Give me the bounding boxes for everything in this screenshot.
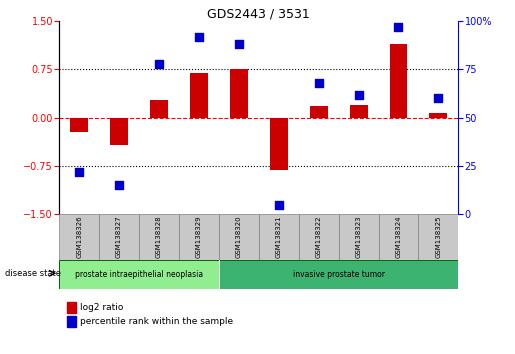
Text: invasive prostate tumor: invasive prostate tumor — [293, 270, 385, 279]
Text: GSM138325: GSM138325 — [435, 215, 441, 257]
Text: GSM138326: GSM138326 — [76, 215, 82, 258]
Bar — [70, 118, 88, 132]
Point — [315, 80, 323, 86]
Bar — [270, 118, 288, 170]
Text: GSM138329: GSM138329 — [196, 215, 202, 258]
Bar — [339, 214, 379, 260]
Point — [434, 96, 442, 101]
Bar — [418, 214, 458, 260]
Text: GSM138321: GSM138321 — [276, 215, 282, 258]
Bar — [219, 260, 458, 289]
Bar — [350, 105, 368, 118]
Text: GSM138322: GSM138322 — [316, 215, 322, 257]
Point — [394, 24, 403, 30]
Title: GDS2443 / 3531: GDS2443 / 3531 — [208, 7, 310, 20]
Text: percentile rank within the sample: percentile rank within the sample — [80, 317, 233, 326]
Point — [354, 92, 363, 97]
Bar — [310, 106, 328, 118]
Point — [155, 61, 163, 67]
Bar — [139, 214, 179, 260]
Point — [115, 182, 123, 188]
Point — [195, 34, 203, 40]
Bar — [219, 214, 259, 260]
Bar — [110, 118, 128, 145]
Bar — [190, 73, 208, 118]
Text: GSM138327: GSM138327 — [116, 215, 122, 258]
Bar — [299, 214, 339, 260]
Bar — [59, 260, 219, 289]
Text: log2 ratio: log2 ratio — [80, 303, 123, 312]
Bar — [59, 214, 99, 260]
Text: GSM138320: GSM138320 — [236, 215, 242, 258]
Bar — [379, 214, 418, 260]
Bar — [99, 214, 139, 260]
Text: disease state: disease state — [5, 269, 61, 278]
Bar — [389, 44, 407, 118]
Text: prostate intraepithelial neoplasia: prostate intraepithelial neoplasia — [75, 270, 203, 279]
Point — [75, 169, 83, 175]
Point — [235, 41, 243, 47]
Bar — [150, 100, 168, 118]
Text: GSM138328: GSM138328 — [156, 215, 162, 258]
Text: GSM138324: GSM138324 — [396, 215, 402, 257]
Text: GSM138323: GSM138323 — [355, 215, 362, 258]
Bar — [259, 214, 299, 260]
Point — [274, 202, 283, 207]
Bar — [430, 113, 448, 118]
Bar — [230, 69, 248, 118]
Bar — [179, 214, 219, 260]
